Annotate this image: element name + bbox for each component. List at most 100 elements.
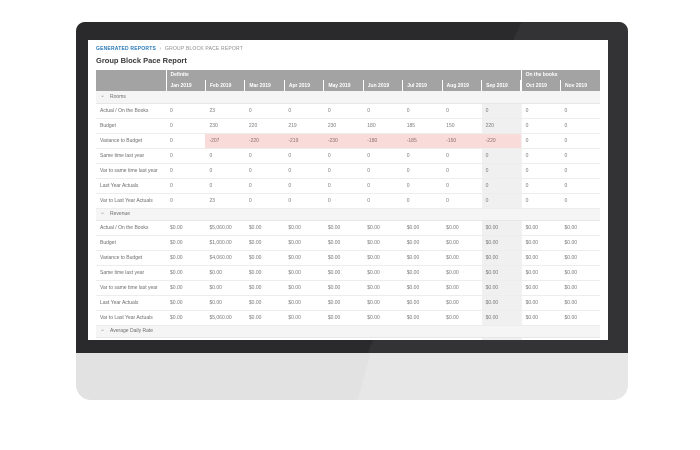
row-label: Budget: [96, 235, 166, 251]
data-cell: 0: [363, 193, 403, 209]
data-cell: 0: [520, 118, 561, 134]
data-cell: $0.00: [402, 250, 443, 266]
data-cell: 0: [481, 178, 522, 194]
data-cell: 0: [166, 178, 206, 194]
data-cell: 0: [442, 193, 482, 209]
data-cell: 0: [402, 163, 443, 179]
data-cell: 230: [323, 118, 364, 134]
chevron-down-icon: ⌄: [100, 327, 106, 333]
column-group-row: Definite On the books: [96, 70, 600, 80]
column-header: Oct 2019: [520, 80, 561, 91]
section-row-average-daily-rate[interactable]: ⌄ Average Daily Rate: [96, 325, 600, 338]
data-cell: 0: [520, 148, 561, 164]
table-row: Variance to Budget $0.00 $4,060.00 $0.00 $0.…: [96, 250, 600, 266]
column-group-header: On the books: [520, 70, 600, 80]
data-cell: $0.00: [363, 235, 403, 251]
breadcrumb-generated-reports-link[interactable]: Generated Reports: [96, 46, 156, 52]
data-cell: $0.00: [560, 280, 600, 296]
data-cell: $0.00: [284, 220, 324, 236]
data-cell: 0: [520, 133, 561, 149]
table-row: Same time last year 0 0 0 0 0 0 0 0 0 0 0: [96, 148, 600, 164]
data-cell: 0: [205, 148, 245, 164]
data-cell: $0.00: [244, 220, 285, 236]
data-cell: -220: [481, 133, 522, 149]
data-cell: $0.00: [284, 337, 324, 340]
data-cell: 0: [284, 148, 324, 164]
data-cell: -207: [205, 133, 245, 149]
data-cell: 0: [323, 193, 364, 209]
table-row: Budget $0.00 $1,000.00 $0.00 $0.00 $0.00 $0.00…: [96, 235, 600, 251]
data-cell: 0: [560, 103, 600, 119]
column-header: Nov 2019: [560, 80, 600, 91]
table-row: Var to Last Year Actuals 0 23 0 0 0 0 0 0 0 0 0: [96, 193, 600, 209]
data-cell: 0: [481, 103, 522, 119]
monitor-bezel: Generated Reports › Group Block Pace Rep…: [76, 22, 628, 353]
row-label: Actual / On the Books: [96, 337, 166, 340]
data-cell: 0: [323, 178, 364, 194]
data-cell: $220.00: [205, 337, 245, 340]
data-cell: 0: [244, 148, 285, 164]
chevron-down-icon: ⌄: [100, 210, 106, 216]
data-cell: 0: [442, 148, 482, 164]
data-cell: 219: [284, 118, 324, 134]
data-cell: $0.00: [284, 310, 324, 326]
data-cell: $0.00: [244, 280, 285, 296]
row-label: Last Year Actuals: [96, 295, 166, 311]
column-group-header: Definite: [165, 70, 522, 80]
monitor-mockup: Generated Reports › Group Block Pace Rep…: [76, 22, 628, 400]
data-cell: $0.00: [323, 295, 364, 311]
data-cell: 0: [442, 163, 482, 179]
data-cell: $0.00: [560, 295, 600, 311]
data-cell: $0.00: [363, 280, 403, 296]
section-row-rooms[interactable]: ⌄ Rooms: [96, 91, 600, 104]
data-cell: $0.00: [363, 295, 403, 311]
data-cell: $0.00: [442, 295, 482, 311]
data-cell: 0: [284, 163, 324, 179]
data-cell: 0: [284, 193, 324, 209]
data-cell: 0: [205, 163, 245, 179]
data-cell: $0.00: [166, 220, 206, 236]
data-cell: $0.00: [166, 280, 206, 296]
data-cell: $5,060.00: [205, 220, 245, 236]
section-cell: ⌄ Revenue: [96, 208, 600, 221]
section-row-revenue[interactable]: ⌄ Revenue: [96, 208, 600, 221]
data-cell: $4,060.00: [205, 250, 245, 266]
data-cell: $0.00: [166, 337, 206, 340]
row-label: Actual / On the Books: [96, 220, 166, 236]
data-cell: $0.00: [481, 310, 522, 326]
data-cell: $0.00: [560, 250, 600, 266]
chevron-down-icon: ⌄: [100, 92, 106, 99]
data-cell: -180: [363, 133, 403, 149]
data-cell: 0: [284, 178, 324, 194]
data-cell: $5,060.00: [205, 310, 245, 326]
data-cell: 0: [520, 178, 561, 194]
data-cell: -185: [402, 133, 443, 149]
data-cell: 220: [244, 118, 285, 134]
table-row: Last Year Actuals 0 0 0 0 0 0 0 0 0 0 0: [96, 178, 600, 194]
data-cell: 0: [402, 148, 443, 164]
data-cell: 23: [205, 193, 245, 209]
data-cell: $0.00: [481, 337, 522, 340]
data-cell: $0.00: [402, 265, 443, 281]
data-cell: 0: [402, 103, 443, 119]
data-cell: $0.00: [244, 265, 285, 281]
data-cell: 0: [481, 148, 522, 164]
data-cell: $0.00: [402, 220, 443, 236]
data-cell: 0: [520, 193, 561, 209]
column-header: Feb 2019: [204, 80, 245, 91]
row-label: Var to same time last year: [96, 280, 166, 296]
row-label: Budget: [96, 118, 166, 134]
data-cell: $0.00: [560, 220, 600, 236]
table-corner: [96, 80, 166, 91]
data-cell: 150: [442, 118, 482, 134]
data-cell: $0.00: [560, 265, 600, 281]
data-cell: $0.00: [402, 235, 443, 251]
report-table-body: ⌄ Rooms Actual / On the Books 0 23 0 0 0 0 0 0 0 0 0 B…: [96, 91, 600, 340]
data-cell: 0: [323, 103, 364, 119]
data-cell: $0.00: [442, 220, 482, 236]
data-cell: $0.00: [363, 310, 403, 326]
data-cell: $0.00: [284, 235, 324, 251]
breadcrumb: Generated Reports › Group Block Pace Rep…: [96, 46, 600, 52]
data-cell: $0.00: [481, 235, 522, 251]
data-cell: 0: [363, 163, 403, 179]
